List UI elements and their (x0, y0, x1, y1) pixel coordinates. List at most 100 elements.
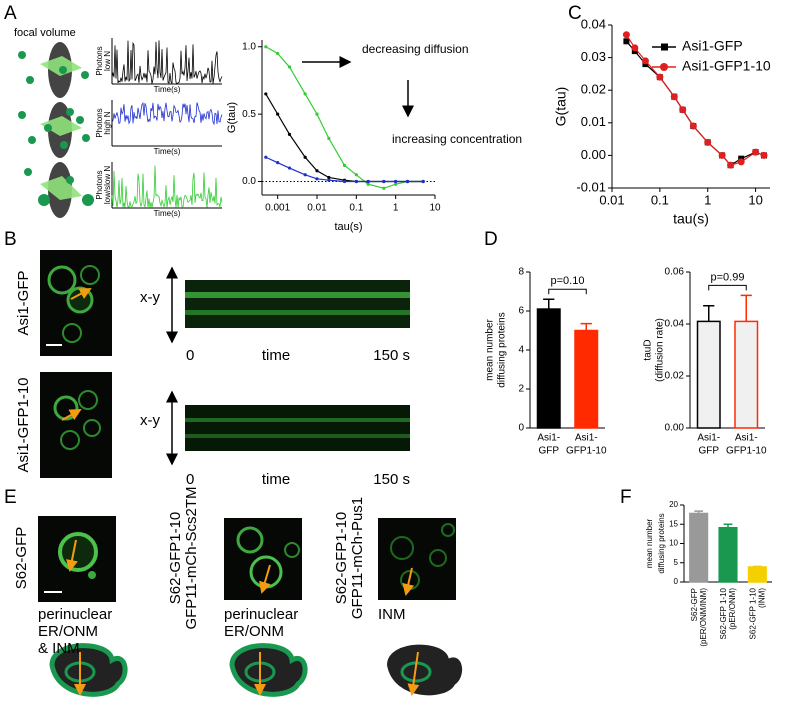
x-tick-label: S62-GFP 1-10 (748, 587, 757, 639)
y-axis-label: tauD (643, 339, 654, 360)
point (327, 136, 331, 140)
bar (696, 320, 721, 429)
point (752, 148, 760, 156)
trace-x-label: Time(s) (154, 209, 181, 218)
axis-label: x-y (140, 412, 160, 429)
time-start: 0 (186, 471, 194, 488)
point (704, 138, 712, 146)
x-tick-label: 1 (393, 203, 399, 214)
point (670, 93, 678, 101)
point (327, 178, 331, 182)
image-label: S62-GFP1-10 (333, 512, 350, 605)
time-label: time (262, 347, 290, 364)
point (327, 175, 331, 180)
x-tick-label: 1 (704, 192, 711, 207)
y-tick-label: 0.00 (581, 147, 606, 162)
point (303, 155, 307, 159)
trace-y-label: Photons (95, 46, 104, 75)
image-label: GFP11-mCh-Scs2TM (183, 486, 200, 629)
trace-y-label: low N (103, 51, 112, 71)
point (276, 51, 280, 56)
x-tick-label: 10 (429, 203, 441, 214)
time-end: 150 s (373, 347, 410, 364)
point (315, 169, 319, 173)
x-tick-label: S62-GFP (690, 588, 699, 621)
time-end: 150 s (373, 471, 410, 488)
y-tick-label: 4 (518, 345, 524, 356)
point (394, 182, 398, 186)
row-label: Asi1-GFP1-10 (15, 377, 32, 472)
point (354, 173, 358, 177)
bar (718, 526, 738, 583)
x-tick-label: (INM) (757, 588, 766, 608)
point (394, 179, 398, 184)
y-axis-label: mean number (485, 318, 496, 380)
x-tick-label: Asi1- (735, 433, 758, 444)
point (264, 45, 268, 49)
x-tick-label: (pER/ONM/INM) (699, 588, 708, 647)
error-bar (723, 523, 733, 528)
trace-x-label: Time(s) (154, 147, 181, 156)
x-tick-label: Asi1- (537, 433, 560, 444)
y-tick-label: 0.0 (242, 176, 256, 187)
point (315, 112, 319, 116)
point (303, 92, 307, 96)
y-axis-label: G(tau) (553, 87, 569, 127)
point (421, 179, 425, 184)
significance-bracket (548, 288, 587, 295)
y-tick-label: 8 (518, 267, 524, 278)
y-tick-label: 5 (674, 558, 679, 567)
annotation: p=0.10 (551, 275, 585, 287)
error-bar (752, 565, 762, 568)
legend-label: Asi1-GFP (682, 38, 743, 54)
y-tick-label: 0.00 (665, 423, 685, 434)
point (264, 92, 268, 96)
image-caption: ER/ONM (38, 623, 98, 640)
significance-bracket (708, 284, 747, 291)
x-tick-label: Asi1- (697, 433, 720, 444)
y-tick-label: 0 (518, 423, 524, 434)
point (354, 179, 358, 184)
x-axis-label: tau(s) (334, 221, 362, 233)
annotation: p=0.99 (711, 271, 745, 283)
y-tick-label: 0.03 (581, 49, 606, 64)
error-bar (694, 510, 704, 514)
bar (536, 308, 561, 429)
x-tick-label: 0.01 (599, 192, 624, 207)
x-tick-label: GFP (538, 446, 559, 457)
point (737, 158, 745, 166)
y-axis-label: G(tau) (226, 102, 238, 133)
x-tick-label: S62-GFP 1-10 (719, 587, 728, 639)
photon-trace (111, 165, 223, 209)
x-tick-label: Asi1- (575, 433, 598, 444)
trace-y-label: Photons (95, 108, 104, 137)
error-bar (703, 305, 715, 322)
point (760, 151, 768, 159)
x-tick-label: GFP1-10 (726, 446, 767, 457)
series-line (625, 34, 765, 166)
axis-label: x-y (140, 289, 160, 306)
point (623, 38, 630, 45)
image-caption: & INM (38, 640, 80, 657)
x-tick-label: 0.1 (651, 192, 669, 207)
y-tick-label: 2 (518, 384, 524, 395)
panel-label: D (484, 229, 498, 250)
point (276, 112, 280, 116)
y-tick-label: 0.04 (665, 319, 685, 330)
error-bar (543, 298, 555, 310)
legend-label: Asi1-GFP1-10 (682, 58, 771, 74)
image-label: GFP11-mCh-Pus1 (349, 497, 366, 619)
point (689, 122, 697, 130)
point (727, 161, 735, 169)
y-tick-label: 0.02 (665, 371, 685, 382)
point (287, 65, 292, 69)
point (656, 73, 664, 81)
point (303, 173, 307, 177)
micrographs-b (40, 250, 410, 478)
y-tick-label: 0.5 (242, 109, 256, 120)
bar (574, 329, 599, 429)
image-label: S62-GFP (13, 527, 30, 590)
legend-marker (661, 43, 668, 51)
y-tick-label: 20 (669, 500, 678, 509)
x-tick-label: 0.001 (265, 203, 290, 214)
